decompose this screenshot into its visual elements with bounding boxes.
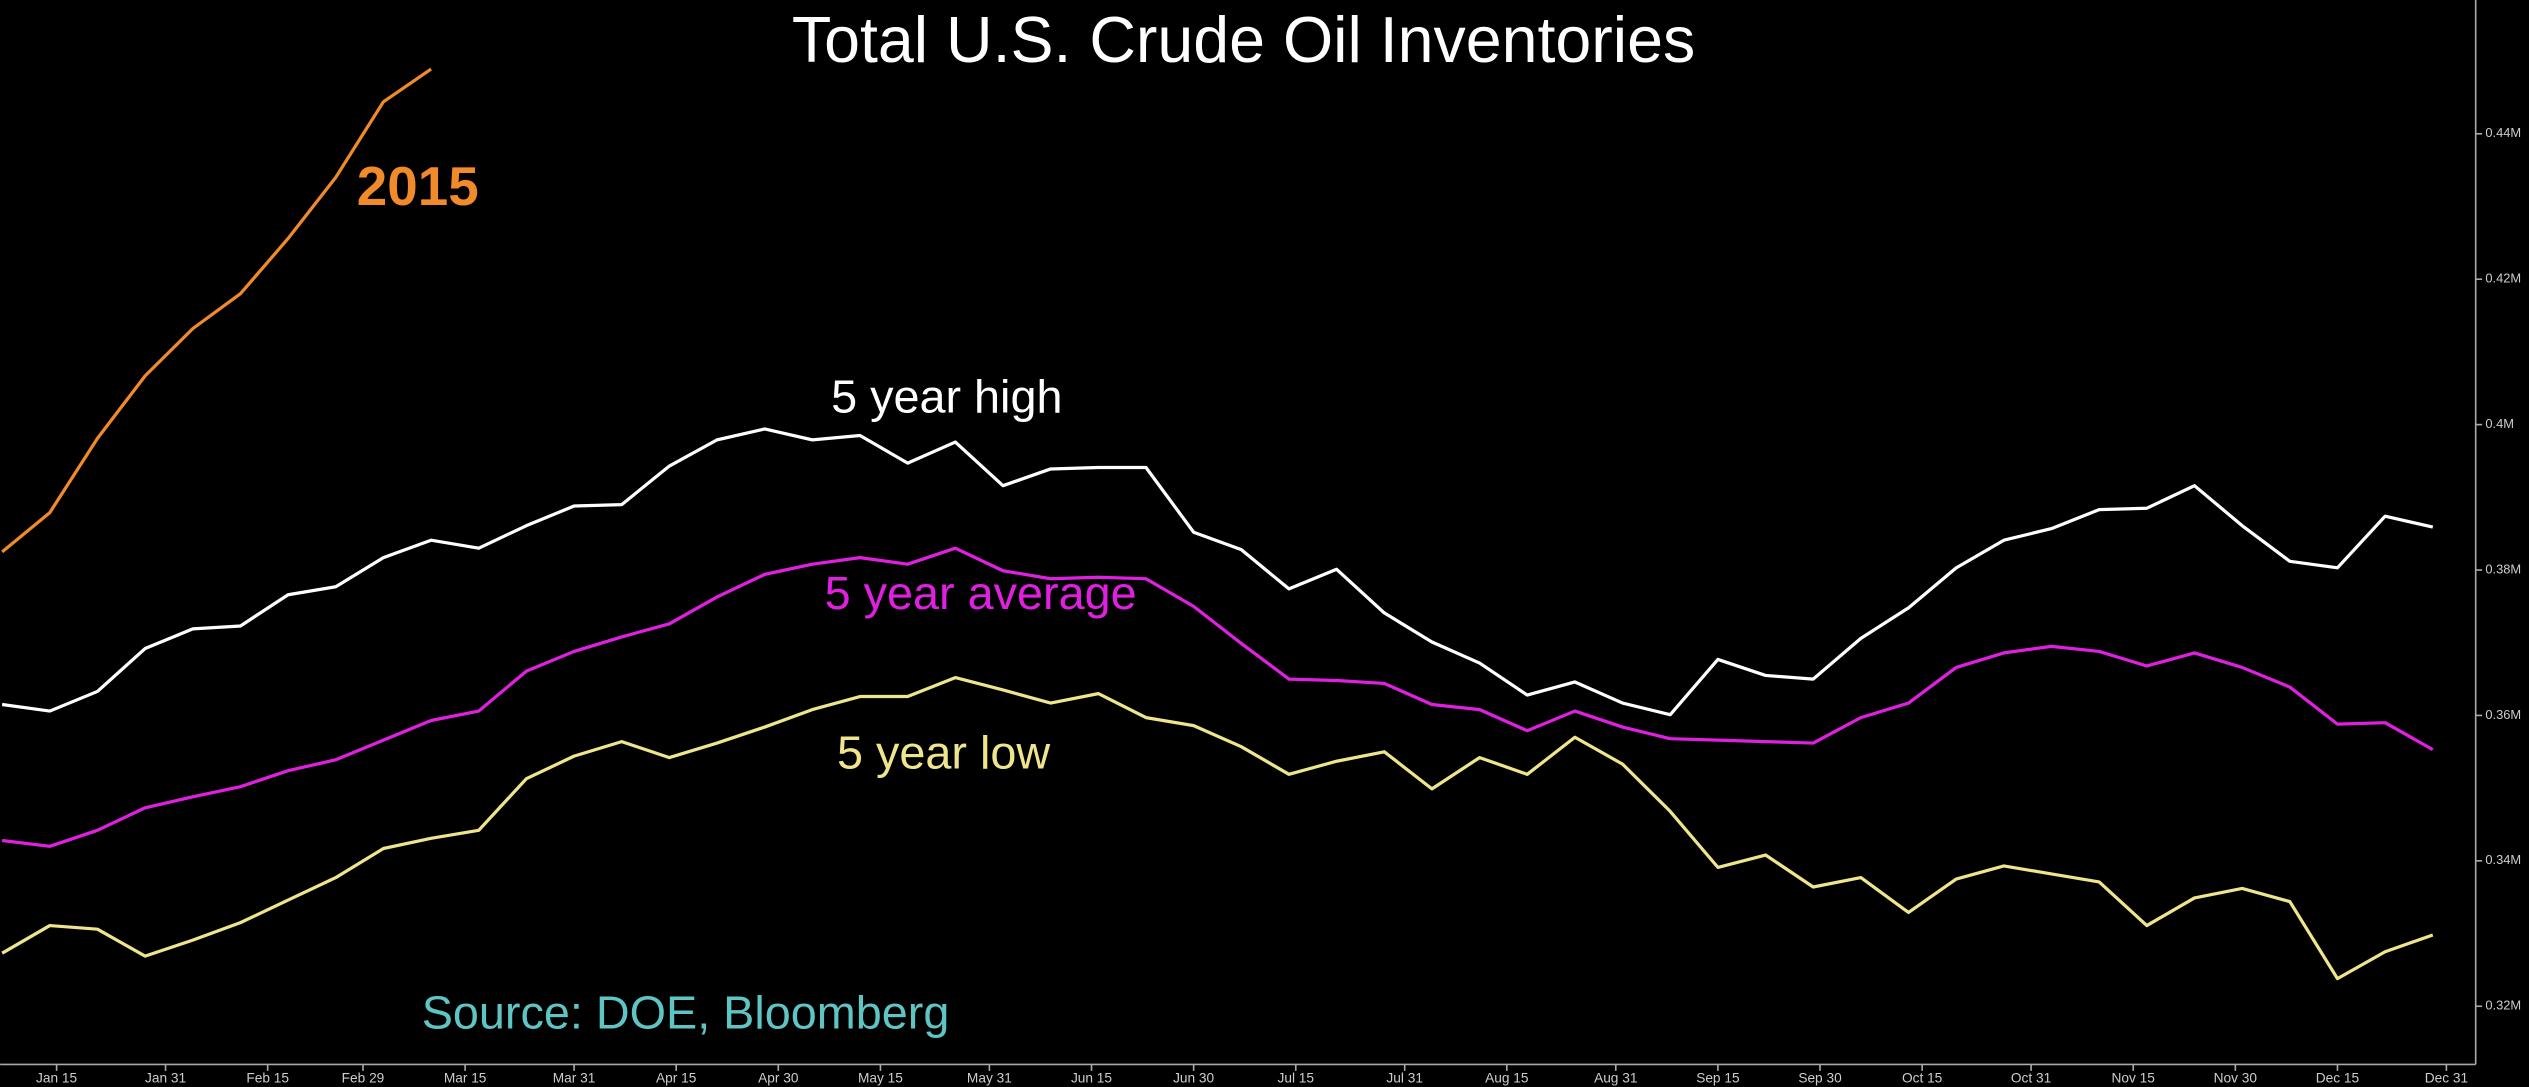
x-tick-label: Mar 15 <box>444 1071 487 1086</box>
x-tick-label: Feb 15 <box>246 1071 289 1086</box>
source-note: Source: DOE, Bloomberg <box>422 986 950 1038</box>
y-tick-label: 0.34M <box>2485 852 2521 867</box>
x-tick-label: Jan 31 <box>145 1071 186 1086</box>
series-line <box>1 546 2434 848</box>
y-tick-label: 0.38M <box>2485 561 2521 576</box>
x-tick-label: Mar 31 <box>553 1071 596 1086</box>
series-label: 5 year low <box>837 727 1050 779</box>
x-tick-label: Sep 15 <box>1696 1071 1740 1086</box>
x-tick-label: Nov 30 <box>2214 1071 2258 1086</box>
x-tick-label: Jul 15 <box>1277 1071 1314 1086</box>
x-tick-label: Feb 29 <box>342 1071 385 1086</box>
y-tick-label: 0.32M <box>2485 998 2521 1013</box>
series-line <box>1 67 432 554</box>
x-tick-label: Apr 30 <box>758 1071 799 1086</box>
x-tick-label: Sep 30 <box>1798 1071 1842 1086</box>
x-tick-label: Dec 15 <box>2316 1071 2360 1086</box>
y-tick-label: 0.36M <box>2485 707 2521 722</box>
series-label: 5 year high <box>831 370 1062 422</box>
x-tick-label: Nov 15 <box>2112 1071 2156 1086</box>
x-tick-label: Aug 15 <box>1485 1071 1529 1086</box>
x-tick-label: Oct 15 <box>1902 1071 1943 1086</box>
series-line <box>1 676 2434 981</box>
y-tick-label: 0.42M <box>2485 271 2521 286</box>
x-tick-label: May 15 <box>858 1071 903 1086</box>
series-line <box>1 427 2434 717</box>
x-tick-label: Jul 31 <box>1386 1071 1423 1086</box>
x-tick-label: Jun 15 <box>1071 1071 1112 1086</box>
x-tick-label: Apr 15 <box>656 1071 697 1086</box>
series-label: 5 year average <box>825 567 1137 619</box>
y-tick-label: 0.44M <box>2485 125 2521 140</box>
x-tick-label: May 31 <box>967 1071 1012 1086</box>
series-label: 2015 <box>357 155 479 217</box>
chart-title: Total U.S. Crude Oil Inventories <box>792 4 1695 76</box>
x-tick-label: Aug 31 <box>1594 1071 1637 1086</box>
x-tick-label: Oct 31 <box>2011 1071 2051 1086</box>
x-tick-label: Dec 31 <box>2425 1071 2468 1086</box>
x-tick-label: Jun 30 <box>1173 1071 1214 1086</box>
x-tick-label: Jan 15 <box>36 1071 77 1086</box>
y-tick-label: 0.4M <box>2485 416 2514 431</box>
